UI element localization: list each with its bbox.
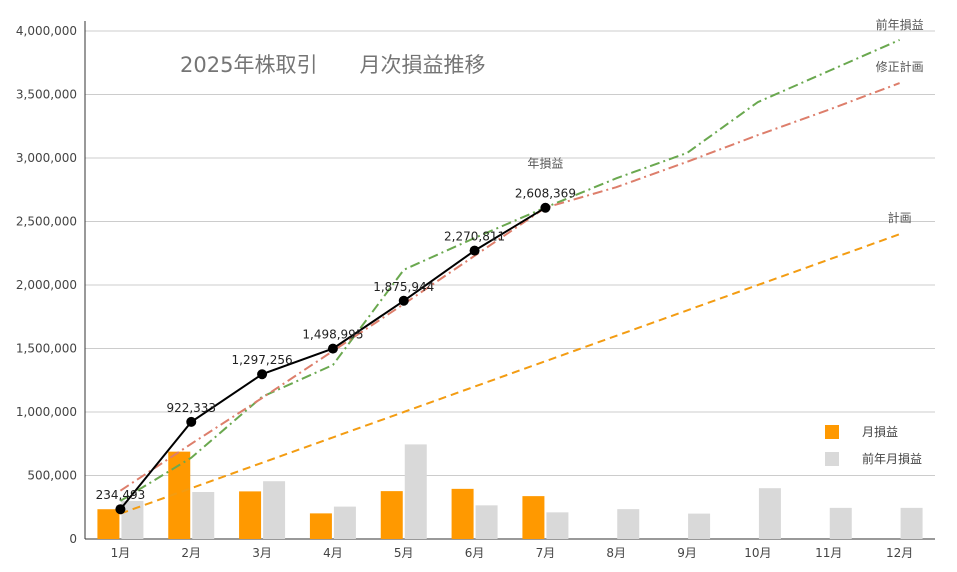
point-marker (115, 504, 126, 515)
bar-monthly-pl (239, 491, 262, 539)
x-tick-label: 2月 (181, 546, 201, 560)
data-label: 922,333 (166, 401, 216, 415)
point-marker (540, 202, 551, 213)
legend-swatch (825, 425, 839, 439)
x-tick-label: 8月 (606, 546, 626, 560)
x-tick-label: 7月 (536, 546, 556, 560)
data-label: 2,270,811 (444, 230, 505, 244)
bar-prev-monthly-pl (263, 481, 286, 539)
bar-monthly-pl (309, 513, 332, 539)
y-tick-label: 1,000,000 (16, 405, 77, 419)
series-label: 修正計画 (876, 59, 924, 74)
legend-label: 月損益 (862, 424, 898, 439)
bar-prev-monthly-pl (404, 444, 427, 539)
gridlines (85, 30, 935, 476)
data-label: 1,498,995 (302, 328, 363, 342)
series-line-前年損益 (119, 38, 901, 502)
chart-title: 2025年株取引 月次損益推移 (180, 53, 485, 77)
bar-monthly-pl (168, 451, 191, 539)
data-label: 2,608,369 (515, 187, 576, 201)
x-tick-label: 1月 (111, 546, 131, 560)
y-tick-label: 2,000,000 (16, 278, 77, 292)
x-tick-label: 9月 (677, 546, 697, 560)
x-tick-label: 12月 (886, 546, 913, 560)
bars (97, 444, 923, 539)
data-label: 234,493 (96, 488, 146, 502)
x-tick-label: 4月 (323, 546, 343, 560)
bar-monthly-pl (451, 488, 474, 539)
bar-prev-monthly-pl (900, 507, 923, 539)
legend-label: 前年月損益 (862, 451, 922, 466)
y-tick-label: 2,500,000 (16, 215, 77, 229)
data-label: 1,875,944 (373, 280, 434, 294)
bar-prev-monthly-pl (758, 488, 781, 539)
point-marker (257, 369, 268, 380)
y-tick-label: 0 (69, 532, 77, 546)
x-tick-label: 6月 (465, 546, 485, 560)
bar-prev-monthly-pl (333, 506, 356, 539)
point-marker (398, 295, 409, 306)
series-label: 計画 (888, 210, 912, 225)
bar-monthly-pl (522, 496, 545, 539)
bar-prev-monthly-pl (546, 512, 569, 539)
point-marker (186, 416, 197, 427)
bar-prev-monthly-pl (829, 507, 852, 539)
y-tick-label: 4,000,000 (16, 24, 77, 38)
bar-monthly-pl (380, 491, 403, 539)
x-tick-label: 10月 (744, 546, 771, 560)
x-tick-label: 5月 (394, 546, 414, 560)
x-axis: 1月 2月 3月 4月 5月 6月 7月 8月 9月 10月 11月 12月 (85, 538, 935, 560)
legend-swatch (825, 452, 839, 466)
series-label: 前年損益 (876, 17, 924, 32)
point-marker (469, 245, 480, 256)
y-tick-label: 3,500,000 (16, 88, 77, 102)
y-tick-label: 1,500,000 (16, 342, 77, 356)
x-tick-label: 11月 (815, 546, 842, 560)
y-tick-label: 500,000 (27, 469, 77, 483)
lines (115, 38, 901, 515)
y-tick-label: 3,000,000 (16, 151, 77, 165)
x-tick-label: 3月 (252, 546, 272, 560)
bar-monthly-pl (97, 509, 120, 539)
bar-prev-monthly-pl (617, 509, 640, 539)
bar-prev-monthly-pl (192, 492, 215, 539)
series-line-計画 (120, 233, 900, 515)
series-line-修正計画 (119, 82, 900, 492)
bar-prev-monthly-pl (688, 513, 711, 539)
series-label: 年損益 (527, 156, 563, 171)
bar-prev-monthly-pl (475, 505, 498, 539)
y-axis: 0 500,000 1,000,000 1,500,000 2,000,000 2,500… (16, 21, 86, 546)
point-marker (327, 343, 338, 354)
data-label: 1,297,256 (232, 353, 293, 367)
